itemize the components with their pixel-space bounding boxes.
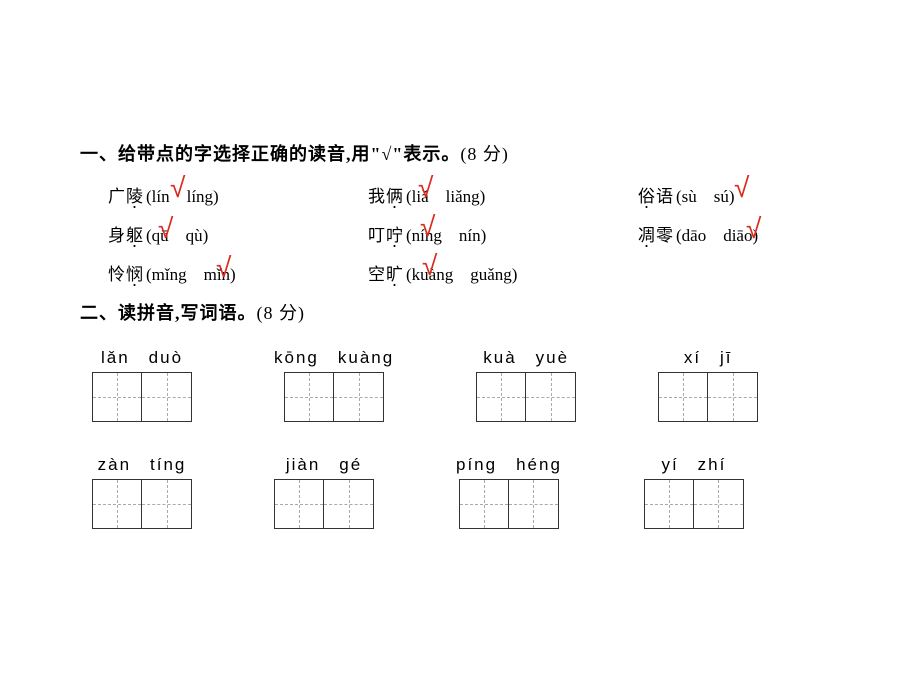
tianzige-box xyxy=(284,372,384,422)
hanzi-word: 空旷 xyxy=(368,260,404,285)
section2-title: 二、读拼音,写词语。 xyxy=(80,303,257,323)
section1-rows: 广陵(lín líng)√我俩(liǎ liǎng)√俗语(sù sú)√身躯(… xyxy=(80,182,880,285)
question-item: 身躯(qū qù)√ xyxy=(108,221,368,246)
pinyin-box-unit: jiàn gé xyxy=(274,450,374,529)
pinyin-options: (qū qù) xyxy=(146,221,208,246)
hanzi-word: 俗语 xyxy=(638,182,674,207)
tianzige-box xyxy=(644,479,744,529)
tianzige-box xyxy=(274,479,374,529)
hanzi-word: 凋零 xyxy=(638,221,674,246)
question-item: 叮咛(níng nín)√ xyxy=(368,221,638,246)
question-row: 身躯(qū qù)√叮咛(níng nín)√凋零(dāo diāo)√ xyxy=(108,221,880,246)
char-cell xyxy=(274,479,324,529)
section2-points: (8 分) xyxy=(257,303,306,323)
tianzige-box xyxy=(92,372,192,422)
section1-heading: 一、给带点的字选择正确的读音,用"√"表示。(8 分) xyxy=(80,140,880,166)
pinyin-box-unit: kōng kuàng xyxy=(274,343,394,422)
tianzige-box xyxy=(476,372,576,422)
pinyin-options: (mǐng mǐn) xyxy=(146,260,236,285)
pinyin-box-unit: píng héng xyxy=(456,450,562,529)
hanzi-word: 我俩 xyxy=(368,182,404,207)
char-cell xyxy=(476,372,526,422)
hanzi-word: 广陵 xyxy=(108,182,144,207)
char-cell xyxy=(694,479,744,529)
pinyin-options: (kuàng guǎng) xyxy=(406,260,517,285)
char-cell xyxy=(142,372,192,422)
question-row: 怜悯(mǐng mǐn)√空旷(kuàng guǎng)√ xyxy=(108,260,880,285)
question-item: 空旷(kuàng guǎng)√ xyxy=(368,260,638,285)
pinyin-options: (sù sú) xyxy=(676,182,735,207)
question-item: 俗语(sù sú)√ xyxy=(638,182,878,207)
question-item: 凋零(dāo diāo)√ xyxy=(638,221,878,246)
hanzi-word: 身躯 xyxy=(108,221,144,246)
pinyin-label: jiàn gé xyxy=(286,450,362,475)
pinyin-label: píng héng xyxy=(456,450,562,475)
pinyin-box-unit: xí jī xyxy=(658,343,758,422)
box-row: zàn tíng jiàn gé píng héng yí zhí xyxy=(92,450,880,529)
char-cell xyxy=(92,479,142,529)
char-cell xyxy=(459,479,509,529)
hanzi-word: 怜悯 xyxy=(108,260,144,285)
tianzige-box xyxy=(92,479,192,529)
char-cell xyxy=(324,479,374,529)
tianzige-box xyxy=(658,372,758,422)
char-cell xyxy=(708,372,758,422)
pinyin-label: xí jī xyxy=(684,343,733,368)
question-item: 广陵(lín líng)√ xyxy=(108,182,368,207)
char-cell xyxy=(142,479,192,529)
tianzige-box xyxy=(459,479,559,529)
section2-heading: 二、读拼音,写词语。(8 分) xyxy=(80,299,880,325)
char-cell xyxy=(284,372,334,422)
pinyin-options: (liǎ liǎng) xyxy=(406,182,485,207)
checkmark-icon: √ xyxy=(734,172,749,204)
pinyin-box-unit: zàn tíng xyxy=(92,450,192,529)
pinyin-box-unit: lǎn duò xyxy=(92,343,192,422)
question-item: 怜悯(mǐng mǐn)√ xyxy=(108,260,368,285)
char-cell xyxy=(92,372,142,422)
pinyin-options: (dāo diāo) xyxy=(676,221,758,246)
pinyin-label: yí zhí xyxy=(661,450,726,475)
box-row: lǎn duò kōng kuàng kuà yuè xí jī xyxy=(92,343,880,422)
pinyin-boxes: lǎn duò kōng kuàng kuà yuè xí jī zàn tíng jià… xyxy=(92,343,880,529)
pinyin-options: (níng nín) xyxy=(406,221,486,246)
char-cell xyxy=(334,372,384,422)
char-cell xyxy=(526,372,576,422)
question-item: 我俩(liǎ liǎng)√ xyxy=(368,182,638,207)
pinyin-label: kuà yuè xyxy=(483,343,569,368)
pinyin-box-unit: kuà yuè xyxy=(476,343,576,422)
section1-points: (8 分) xyxy=(460,144,509,164)
section1-title: 一、给带点的字选择正确的读音,用"√"表示。 xyxy=(80,144,460,164)
question-row: 广陵(lín líng)√我俩(liǎ liǎng)√俗语(sù sú)√ xyxy=(108,182,880,207)
pinyin-options: (lín líng) xyxy=(146,182,219,207)
char-cell xyxy=(509,479,559,529)
hanzi-word: 叮咛 xyxy=(368,221,404,246)
char-cell xyxy=(644,479,694,529)
pinyin-label: kōng kuàng xyxy=(274,343,394,368)
char-cell xyxy=(658,372,708,422)
pinyin-box-unit: yí zhí xyxy=(644,450,744,529)
pinyin-label: zàn tíng xyxy=(98,450,187,475)
pinyin-label: lǎn duò xyxy=(101,343,183,368)
